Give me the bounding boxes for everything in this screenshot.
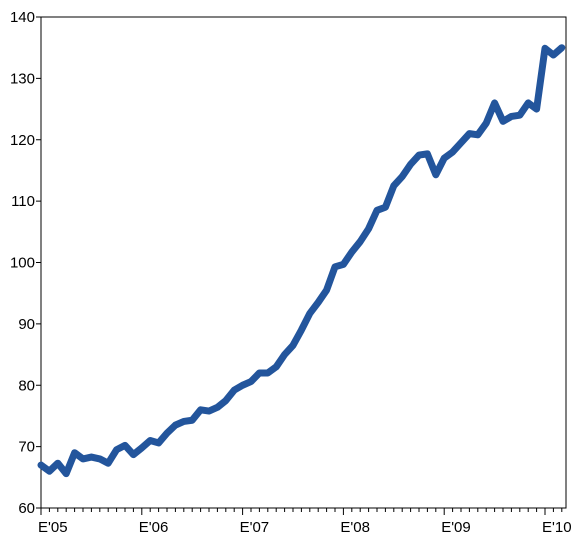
y-tick-label: 80 [18, 377, 35, 394]
x-tick-label: E'09 [441, 519, 471, 536]
y-tick-label: 110 [11, 193, 35, 210]
y-tick-label: 140 [10, 9, 35, 26]
x-axis: E'05 E'06 E'07 E'08 E'09 E'10 A [38, 508, 572, 536]
x-tick-label: E'08 [340, 519, 370, 536]
series-line [37, 44, 566, 478]
y-tick-label: 100 [10, 255, 35, 272]
y-tick-label: 130 [10, 70, 35, 87]
x-tick-label: E'06 [139, 519, 169, 536]
x-tick-label: E'10 A [542, 519, 572, 536]
x-tick-label: E'07 [240, 519, 270, 536]
x-tick-label: E'05 [38, 519, 68, 536]
y-tick-label: 120 [10, 132, 35, 149]
y-tick-label: 60 [18, 500, 35, 517]
plot-frame [40, 16, 567, 509]
y-tick-label: 70 [18, 439, 35, 456]
y-axis: 60 70 80 90 100 110 120 130 140 [10, 9, 41, 517]
series-layer [37, 44, 566, 478]
y-tick-label: 90 [18, 316, 35, 333]
